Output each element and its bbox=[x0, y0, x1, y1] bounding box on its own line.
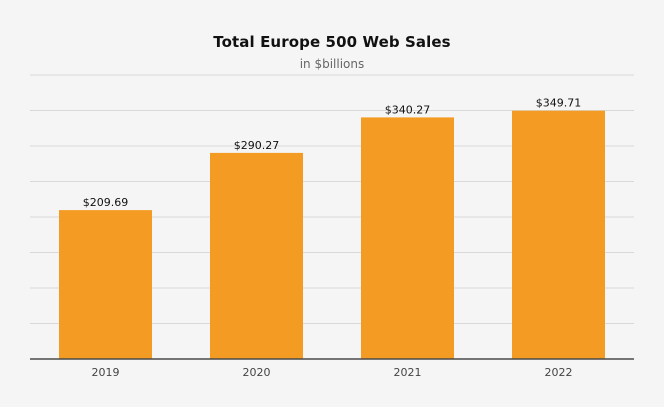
bar-2022 bbox=[512, 110, 605, 359]
bar-2021 bbox=[361, 117, 454, 360]
data-label-2022: $349.71 bbox=[536, 97, 582, 110]
chart-title: Total Europe 500 Web Sales bbox=[213, 33, 451, 51]
x-tick-label-2019: 2019 bbox=[92, 366, 120, 379]
x-tick-label-2021: 2021 bbox=[394, 366, 422, 379]
x-tick-label-2022: 2022 bbox=[545, 366, 573, 379]
bar-2020 bbox=[210, 152, 303, 359]
bar-2019 bbox=[59, 210, 152, 359]
x-tick-label-2020: 2020 bbox=[243, 366, 271, 379]
data-label-2021: $340.27 bbox=[385, 103, 431, 116]
chart-subtitle: in $billions bbox=[299, 57, 365, 71]
data-label-2020: $290.27 bbox=[234, 139, 280, 152]
data-label-2019: $209.69 bbox=[83, 196, 129, 209]
